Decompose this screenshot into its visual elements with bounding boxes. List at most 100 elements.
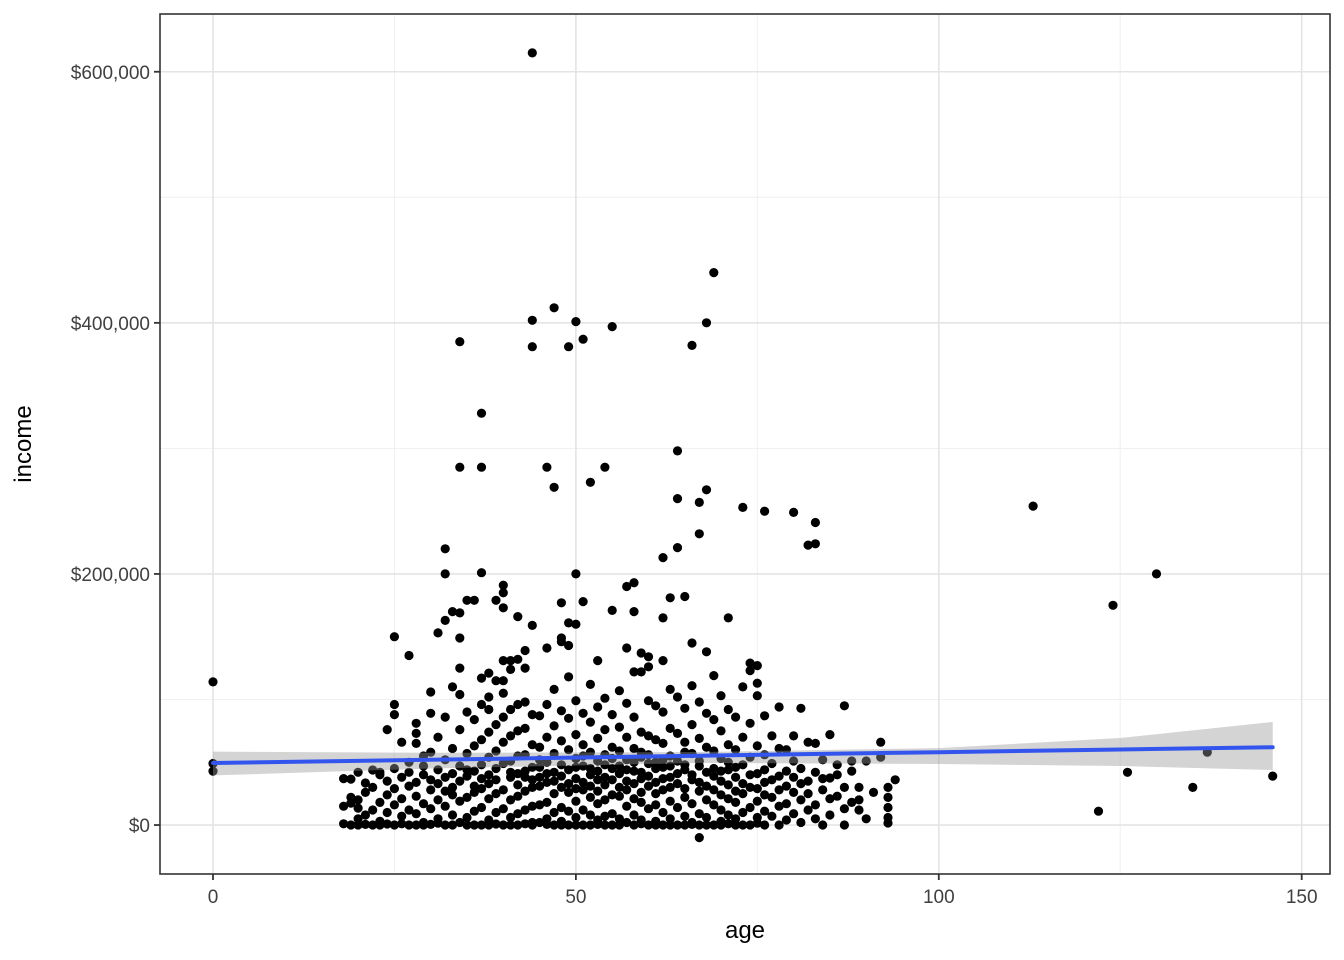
- data-point: [585, 781, 596, 791]
- data-point: [723, 613, 733, 623]
- data-point: [767, 775, 777, 785]
- data-point: [375, 820, 385, 830]
- data-point: [709, 268, 719, 278]
- data-point: [469, 595, 479, 605]
- data-point: [513, 699, 523, 710]
- data-point: [382, 776, 392, 786]
- data-point: [600, 693, 610, 703]
- data-point: [542, 769, 552, 779]
- data-point: [1122, 767, 1133, 777]
- data-point: [774, 785, 784, 795]
- data-point: [556, 782, 567, 793]
- data-point: [614, 686, 625, 696]
- data-point: [723, 794, 733, 804]
- data-point: [658, 807, 668, 818]
- data-point: [680, 784, 690, 794]
- data-point: [440, 544, 450, 554]
- data-point: [658, 774, 668, 784]
- data-point: [549, 807, 559, 818]
- data-point: [469, 820, 479, 830]
- data-point: [585, 810, 596, 820]
- data-point: [622, 698, 632, 708]
- data-point: [847, 756, 857, 766]
- data-point: [701, 812, 712, 823]
- data-point: [883, 782, 893, 793]
- data-point: [680, 811, 690, 821]
- data-point: [716, 726, 726, 736]
- data-point: [513, 820, 523, 830]
- data-point: [622, 801, 632, 811]
- data-point: [506, 731, 516, 741]
- data-point: [447, 743, 458, 754]
- data-point: [876, 737, 886, 747]
- data-point: [556, 760, 567, 770]
- data-point: [426, 804, 436, 814]
- data-point: [701, 742, 712, 752]
- data-point: [484, 668, 494, 678]
- data-point: [353, 767, 363, 777]
- data-point: [825, 730, 835, 740]
- data-point: [629, 607, 639, 617]
- data-point: [440, 772, 450, 782]
- y-tick-label: $400,000: [71, 314, 150, 335]
- data-point: [549, 789, 559, 799]
- data-point: [447, 682, 458, 692]
- data-point: [781, 745, 792, 755]
- data-point: [672, 756, 683, 766]
- data-point: [614, 761, 625, 771]
- data-point: [498, 737, 508, 747]
- data-point: [687, 819, 697, 830]
- data-point: [839, 804, 850, 814]
- confidence-band: [213, 722, 1273, 776]
- data-point: [476, 802, 487, 813]
- points-layer: [208, 48, 1278, 843]
- data-point: [542, 797, 552, 808]
- data-point: [455, 761, 465, 771]
- data-point: [520, 723, 530, 734]
- data-point: [600, 820, 610, 830]
- data-point: [600, 725, 610, 735]
- data-point: [651, 820, 661, 830]
- data-point: [789, 772, 799, 782]
- data-point: [593, 799, 603, 809]
- data-point: [375, 770, 385, 780]
- data-point: [709, 671, 719, 681]
- data-point: [672, 692, 683, 702]
- data-point: [738, 789, 748, 799]
- data-point: [636, 787, 646, 798]
- data-point: [614, 746, 625, 756]
- data-point: [375, 797, 385, 808]
- data-point: [585, 679, 596, 690]
- data-point: [520, 805, 530, 815]
- data-point: [447, 820, 458, 830]
- data-point: [651, 735, 661, 745]
- data-point: [723, 810, 733, 820]
- data-point: [476, 699, 487, 710]
- data-point: [774, 771, 784, 781]
- data-point: [1028, 501, 1038, 511]
- data-point: [491, 819, 501, 829]
- data-point: [542, 819, 552, 830]
- data-point: [767, 758, 777, 769]
- data-point: [426, 819, 436, 830]
- data-point: [868, 787, 879, 798]
- data-point: [803, 789, 813, 799]
- data-point: [447, 782, 458, 793]
- data-point: [694, 529, 704, 539]
- data-point: [709, 771, 719, 781]
- data-point: [513, 726, 523, 736]
- data-point: [462, 792, 472, 803]
- data-point: [578, 334, 588, 344]
- data-point: [520, 663, 530, 673]
- data-point: [672, 494, 683, 504]
- data-point: [658, 613, 668, 623]
- data-point: [600, 462, 610, 472]
- data-point: [585, 763, 596, 774]
- data-point: [883, 802, 893, 813]
- data-point: [687, 770, 697, 780]
- data-point: [803, 776, 813, 786]
- data-point: [491, 676, 501, 686]
- data-point: [752, 741, 762, 751]
- data-point: [418, 820, 429, 830]
- data-point: [469, 787, 479, 798]
